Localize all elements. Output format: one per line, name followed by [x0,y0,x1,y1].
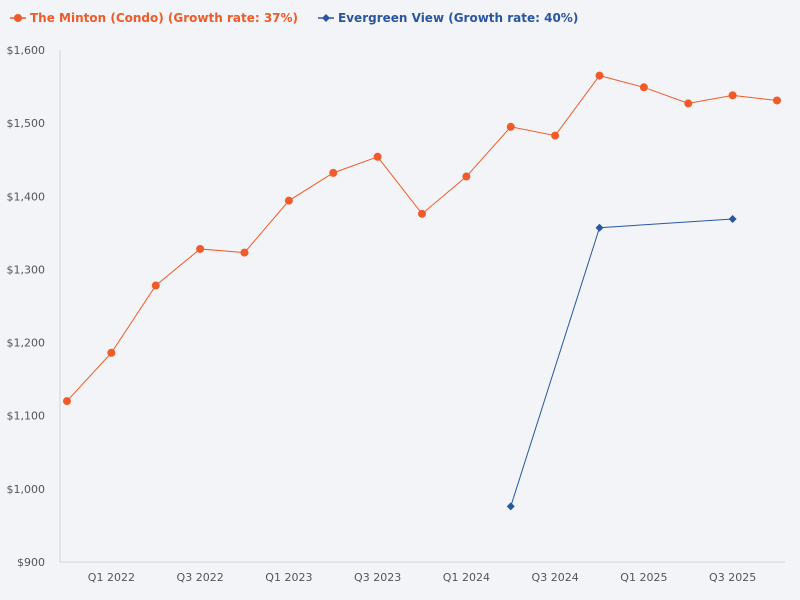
x-tick-label: Q1 2022 [88,571,135,584]
legend-label-evergreen: Evergreen View (Growth rate: 40%) [338,11,579,25]
y-tick-label: $1,500 [7,117,46,130]
data-point [462,172,471,181]
data-point [728,214,737,223]
data-point [196,244,205,253]
legend-label-minton: The Minton (Condo) (Growth rate: 37%) [30,11,299,25]
y-tick-label: $1,600 [7,44,46,57]
data-point [418,209,426,218]
data-point [684,99,693,108]
data-point [506,502,515,511]
x-tick-label: Q1 2024 [443,571,490,584]
data-point [240,248,249,257]
x-tick-label: Q3 2022 [177,571,224,584]
data-point [506,122,515,131]
series-line-minton [66,75,778,402]
y-tick-label: $900 [17,556,45,569]
y-tick-label: $1,100 [7,410,46,423]
y-tick-label: $1,000 [7,483,46,496]
data-point [284,196,293,205]
legend-item-evergreen[interactable]: Evergreen View (Growth rate: 40%) [318,11,578,25]
legend-marker-diamond-icon [318,14,335,22]
data-point [728,91,737,100]
y-tick-label: $1,200 [7,337,46,350]
data-point [551,131,560,140]
y-tick-label: $1,300 [7,263,46,276]
y-tick-label: $1,400 [7,190,46,203]
x-tick-label: Q1 2023 [265,571,312,584]
data-point [63,397,71,406]
data-point [595,223,604,232]
x-tick-label: Q3 2025 [709,571,756,584]
data-point [107,348,116,357]
legend-item-minton[interactable]: The Minton (Condo) (Growth rate: 37%) [10,11,298,25]
data-point [773,96,781,105]
x-tick-label: Q1 2025 [620,571,667,584]
data-point [595,71,604,80]
x-tick-label: Q3 2023 [354,571,401,584]
x-tick-label: Q3 2024 [532,571,579,584]
data-point [639,83,648,92]
data-point [151,281,160,290]
legend: The Minton (Condo) (Growth rate: 37%) Ev… [10,8,578,28]
series-line-evergreen [510,218,733,507]
data-point [329,168,338,177]
data-point [373,152,382,161]
legend-marker-circle-icon [10,14,26,22]
